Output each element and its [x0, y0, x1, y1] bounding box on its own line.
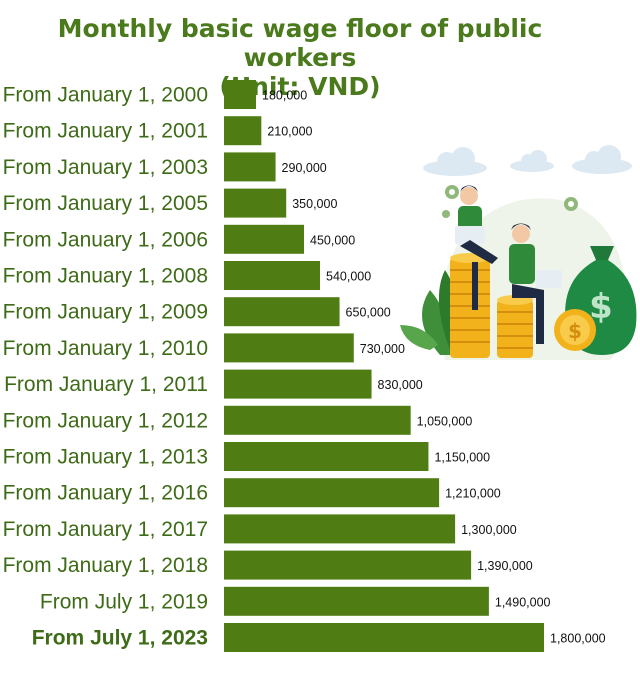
svg-text:$: $ [568, 319, 582, 343]
value-label: 350,000 [292, 197, 337, 211]
svg-text:$: $ [589, 287, 613, 327]
category-label: From January 1, 2018 [3, 554, 208, 577]
category-label: From January 1, 2011 [4, 373, 208, 396]
category-label: From January 1, 2017 [3, 518, 208, 541]
value-label: 1,210,000 [445, 487, 501, 501]
value-label: 730,000 [360, 342, 405, 356]
category-label: From January 1, 2016 [3, 482, 208, 505]
coin-stack-icon [450, 253, 490, 358]
coin-icon: $ [554, 309, 596, 351]
value-label: 1,490,000 [495, 595, 551, 609]
bar [224, 261, 320, 290]
bar [224, 333, 354, 363]
bar [224, 586, 489, 616]
bar [224, 623, 544, 652]
value-label: 210,000 [267, 125, 312, 139]
value-label: 1,300,000 [461, 523, 517, 537]
category-label: From January 1, 2006 [3, 228, 208, 251]
value-label: 180,000 [262, 89, 307, 103]
category-label: From July 1, 2019 [40, 590, 208, 613]
bar [224, 116, 262, 146]
value-label: 1,150,000 [434, 451, 490, 465]
category-label: From January 1, 2001 [3, 120, 208, 143]
gear-icon [442, 185, 578, 218]
category-label: From January 1, 2008 [3, 265, 208, 288]
value-label: 1,050,000 [417, 414, 473, 428]
bar [224, 550, 472, 580]
chart-title-block: Monthly basic wage floor of public worke… [0, 14, 600, 101]
category-label: From January 1, 2012 [3, 409, 208, 432]
value-label: 650,000 [346, 306, 391, 320]
value-label: 1,800,000 [550, 632, 606, 646]
category-label: From January 1, 2005 [3, 192, 208, 215]
value-label: 450,000 [310, 233, 355, 247]
bar [224, 188, 287, 218]
value-label: 290,000 [282, 161, 327, 175]
bar [224, 152, 276, 182]
bar [224, 442, 429, 471]
bar [224, 297, 340, 327]
bar [224, 224, 304, 254]
bar [224, 405, 411, 435]
value-label: 1,390,000 [477, 559, 533, 573]
category-label: From January 1, 2013 [3, 446, 208, 469]
bar [224, 478, 440, 508]
category-label: From January 1, 2003 [3, 156, 208, 179]
category-label: From January 1, 2000 [3, 84, 208, 107]
category-label: From July 1, 2023 [32, 627, 208, 650]
category-label: From January 1, 2009 [3, 301, 208, 324]
category-label: From January 1, 2010 [3, 337, 208, 360]
bar [224, 514, 456, 544]
bar [224, 369, 372, 399]
value-label: 830,000 [378, 378, 423, 392]
chart-title: Monthly basic wage floor of public worke… [57, 14, 543, 72]
person-icon [455, 185, 498, 310]
coin-stack-icon [497, 295, 533, 358]
bar [224, 80, 256, 109]
cloud-icon [423, 145, 632, 176]
value-label: 540,000 [326, 270, 371, 284]
person-icon [509, 223, 562, 344]
